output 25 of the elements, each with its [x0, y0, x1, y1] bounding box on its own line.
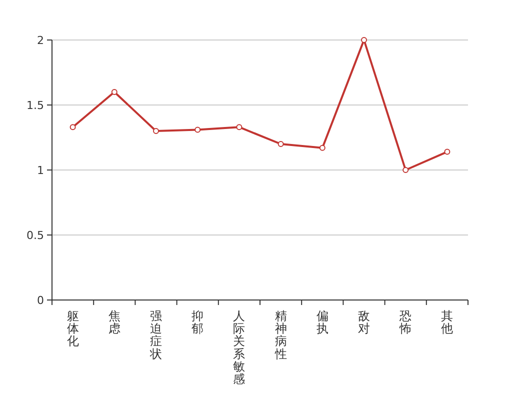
- point: [361, 37, 367, 43]
- x-tick-label: 焦虑: [108, 309, 120, 336]
- point: [278, 141, 284, 147]
- x-tick-label: 其他: [441, 309, 454, 336]
- x-tick-label: 敌对: [358, 309, 370, 336]
- x-tick-label: 偏执: [316, 309, 328, 336]
- y-tick-label: 0: [37, 294, 44, 307]
- point: [70, 124, 76, 130]
- x-tick-label: 强迫症状: [149, 309, 162, 361]
- point: [319, 144, 326, 151]
- point: [444, 148, 450, 155]
- y-tick-label: 1.5: [26, 98, 44, 112]
- point: [194, 126, 201, 133]
- x-tick-label: 精神病性: [274, 309, 287, 361]
- x-tick-label: 人际关系敏感: [233, 309, 246, 386]
- point: [153, 128, 159, 134]
- x-tick-label: 躯体化: [66, 309, 79, 348]
- point: [111, 89, 118, 95]
- y-tick-label: 1: [37, 164, 44, 177]
- x-tick-label: 恐怖: [398, 309, 412, 336]
- point: [236, 124, 242, 130]
- x-tick-label: 抑郁: [192, 309, 204, 336]
- y-tick-label: 2: [37, 34, 44, 47]
- y-tick-label: 0.5: [26, 228, 44, 242]
- point: [402, 167, 409, 173]
